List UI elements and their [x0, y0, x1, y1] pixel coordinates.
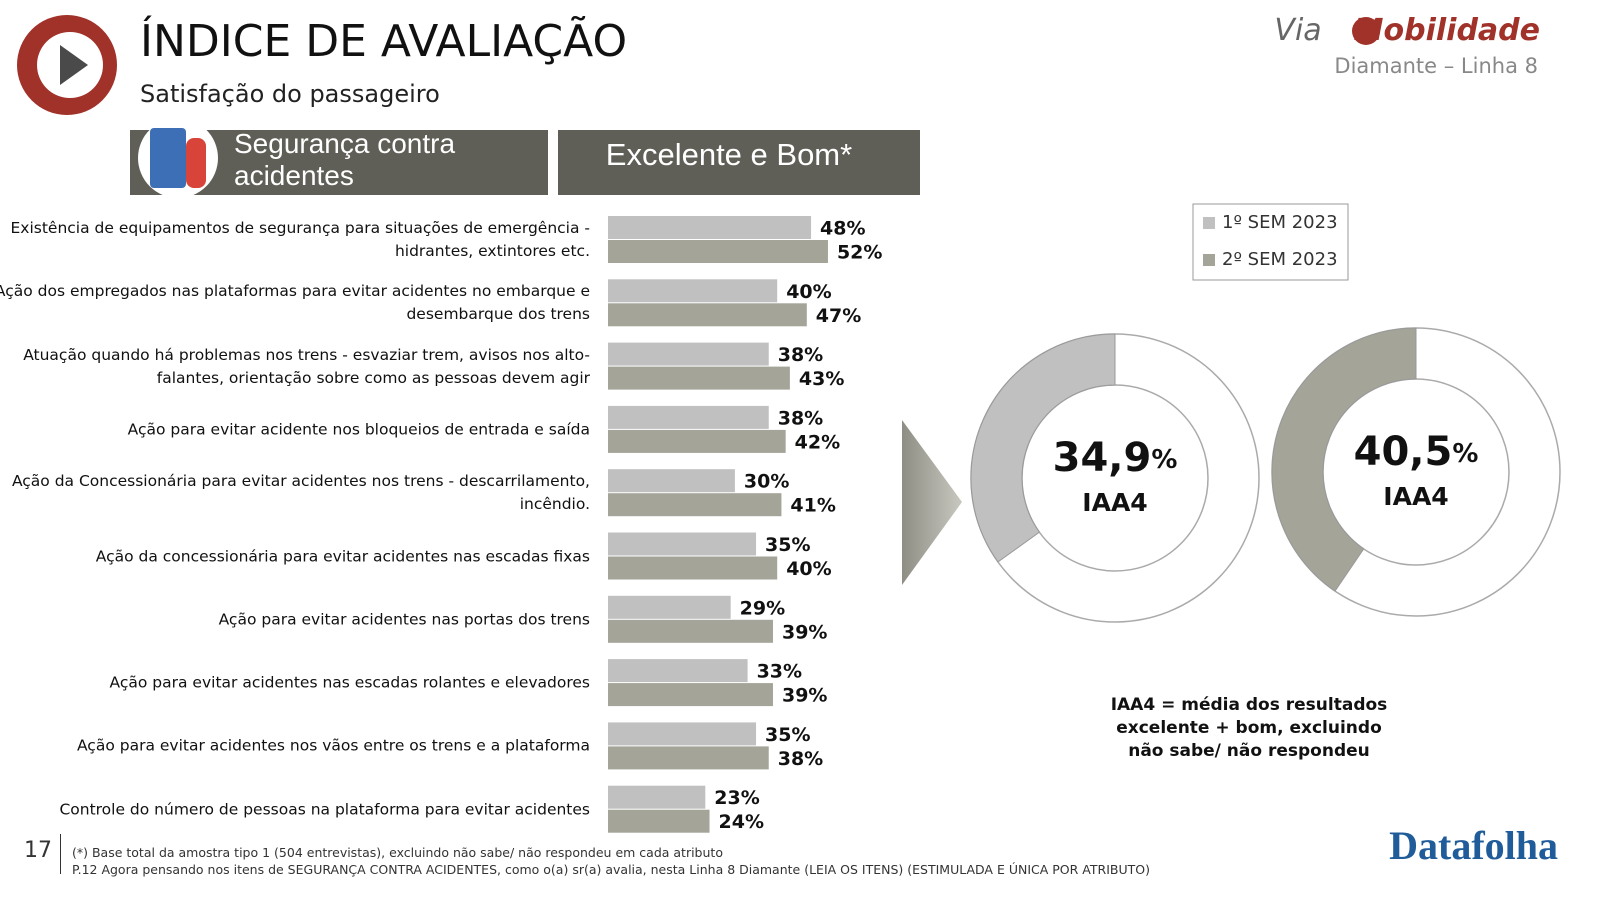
bar	[608, 493, 782, 517]
icon-extinguisher	[186, 138, 206, 188]
column-box	[558, 130, 920, 195]
brand-via: Via	[1274, 13, 1321, 48]
logo-play	[60, 45, 88, 85]
iaa-note: IAA4 = média dos resultados excelente + …	[1110, 695, 1388, 761]
value-label: 29%	[740, 597, 785, 619]
line-name: Diamante – Linha 8	[1334, 54, 1538, 78]
bar	[608, 303, 807, 327]
donut-unit: %	[1452, 439, 1478, 469]
bar	[608, 809, 710, 833]
value-label: 40%	[786, 558, 831, 580]
brand-mobilidade: Mobilidade	[1354, 13, 1540, 48]
category-label: Atuação quando há problemas nos trens - …	[23, 345, 590, 387]
category-label: Ação da concessionária para evitar acide…	[95, 547, 590, 565]
bar	[608, 746, 769, 770]
category-label: Ação para evitar acidentes nas escadas r…	[109, 673, 590, 692]
arrow	[902, 420, 962, 585]
column-label: Excelente e Bom*	[605, 137, 853, 172]
legend-box	[1192, 203, 1349, 281]
donut-value-number: 34,9	[1053, 435, 1152, 481]
value-label: 23%	[714, 787, 759, 809]
donut-center-label: IAA4	[1082, 488, 1147, 517]
bar	[608, 469, 735, 493]
donut-center-label: IAA4	[1383, 482, 1448, 511]
title: ÍNDICE DE AVALIAÇÃO	[140, 16, 628, 67]
bar	[608, 683, 773, 707]
category-label: Ação para evitar acidentes nos vãos entr…	[76, 736, 590, 755]
value-label: 43%	[799, 368, 844, 390]
bar	[608, 366, 790, 390]
category-label: Ação da Concessionária para evitar acide…	[11, 472, 590, 514]
datafolha-logo: Datafolha	[1389, 823, 1558, 868]
value-label: 39%	[782, 685, 827, 707]
bar	[608, 556, 778, 580]
brand-dot	[1352, 17, 1380, 45]
bar	[608, 429, 786, 453]
bar	[608, 532, 757, 556]
legend-label: 1º SEM 2023	[1222, 212, 1338, 233]
category-label: Existência de equipamentos de segurança …	[10, 219, 590, 260]
value-label: 48%	[820, 218, 865, 240]
legend-label: 2º SEM 2023	[1222, 249, 1338, 270]
value-label: 38%	[778, 344, 823, 366]
icon-clipboard	[150, 128, 186, 188]
bar	[608, 342, 769, 366]
donut-value: 34,9%	[1053, 435, 1178, 481]
value-label: 33%	[757, 661, 802, 683]
bar	[608, 785, 706, 809]
bar	[608, 722, 757, 746]
brand: Via Mobilidade	[1274, 13, 1540, 48]
value-label: 38%	[778, 748, 823, 770]
value-label: 52%	[837, 242, 882, 264]
bar	[608, 619, 773, 643]
value-label: 35%	[765, 724, 810, 746]
donut-value-number: 40,5	[1354, 429, 1453, 475]
donut-segment	[1271, 327, 1417, 592]
category-label: Ação para evitar acidente nos bloqueios …	[127, 420, 590, 439]
bar	[608, 595, 731, 619]
bar	[608, 405, 769, 429]
value-label: 39%	[782, 621, 827, 643]
donut-value: 40,5%	[1354, 429, 1479, 475]
value-label: 24%	[719, 811, 764, 833]
bar	[608, 279, 778, 303]
bar	[608, 216, 812, 239]
value-label: 41%	[790, 495, 835, 517]
section-label: Segurança contra acidentes	[234, 128, 456, 191]
value-label: 38%	[778, 407, 823, 429]
page-number: 17	[24, 838, 52, 863]
legend-swatch	[1203, 254, 1215, 266]
category-label: Ação dos empregados nas plataformas para…	[0, 282, 590, 324]
value-label: 35%	[765, 534, 810, 556]
category-label: Ação para evitar acidentes nas portas do…	[218, 610, 590, 629]
legend-swatch	[1203, 217, 1215, 229]
footnote: P.12 Agora pensando nos itens de SEGURAN…	[72, 862, 1150, 877]
value-label: 30%	[744, 471, 789, 493]
donut-unit: %	[1151, 445, 1177, 475]
category-label: Controle do número de pessoas na platafo…	[59, 800, 590, 819]
bar	[608, 659, 748, 683]
value-label: 47%	[816, 305, 861, 327]
divider	[60, 834, 61, 874]
donut-segment	[970, 333, 1116, 563]
subtitle: Satisfação do passageiro	[140, 80, 440, 108]
value-label: 40%	[786, 281, 831, 303]
footnote: (*) Base total da amostra tipo 1 (504 en…	[72, 845, 723, 860]
bar	[608, 240, 828, 263]
value-label: 42%	[795, 431, 840, 453]
